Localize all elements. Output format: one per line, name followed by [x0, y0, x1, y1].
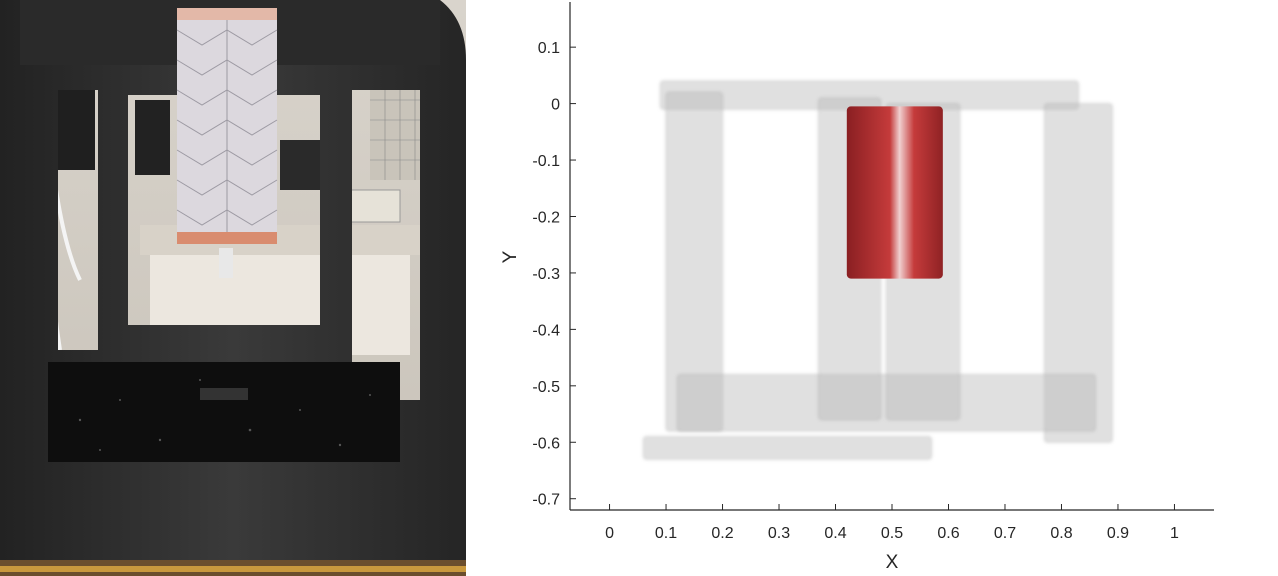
chamber-photo-graphic: [0, 0, 466, 576]
gray-frame-region: [1044, 103, 1113, 443]
y-tick-label: -0.4: [532, 322, 560, 339]
y-axis-label: Y: [500, 250, 521, 263]
x-tick-label: 0.6: [937, 525, 959, 542]
x-tick-label: 1: [1170, 525, 1179, 542]
y-tick-label: -0.1: [532, 153, 560, 170]
x-tick-label: 0.2: [711, 525, 733, 542]
reconstruction-plot: 0 0.1 0.2 0.3 0.4 0.5 0.6 0.7 0.8 0.9 1 0.1 0 -0.1 -0…: [466, 0, 1278, 576]
plot-canvas: 0 0.1 0.2 0.3 0.4 0.5 0.6 0.7 0.8 0.9 1 0.1 0 -0.1 -0…: [500, 2, 1214, 573]
y-tick-label: -0.3: [532, 266, 560, 283]
gray-frame-region: [642, 436, 933, 460]
y-tick-label: 0: [551, 97, 560, 114]
x-tick-label: 0.4: [824, 525, 846, 542]
x-tick-label: 0.7: [994, 525, 1016, 542]
y-tick-label: 0.1: [538, 40, 560, 57]
y-tick-label: -0.6: [532, 435, 560, 452]
x-tick-label: 0: [605, 525, 614, 542]
y-tick-label: -0.7: [532, 492, 560, 509]
y-tick-label: -0.2: [532, 209, 560, 226]
x-tick-label: 0.8: [1050, 525, 1072, 542]
red-object-region: [846, 106, 943, 279]
y-tick-label: -0.5: [532, 379, 560, 396]
x-tick-label: 0.9: [1107, 525, 1129, 542]
x-tick-label: 0.3: [768, 525, 790, 542]
x-tick-label: 0.5: [881, 525, 903, 542]
x-tick-label: 0.1: [655, 525, 677, 542]
x-axis-label: X: [886, 552, 899, 573]
origami-actuator: [176, 8, 278, 278]
chamber-photo: [0, 0, 466, 576]
